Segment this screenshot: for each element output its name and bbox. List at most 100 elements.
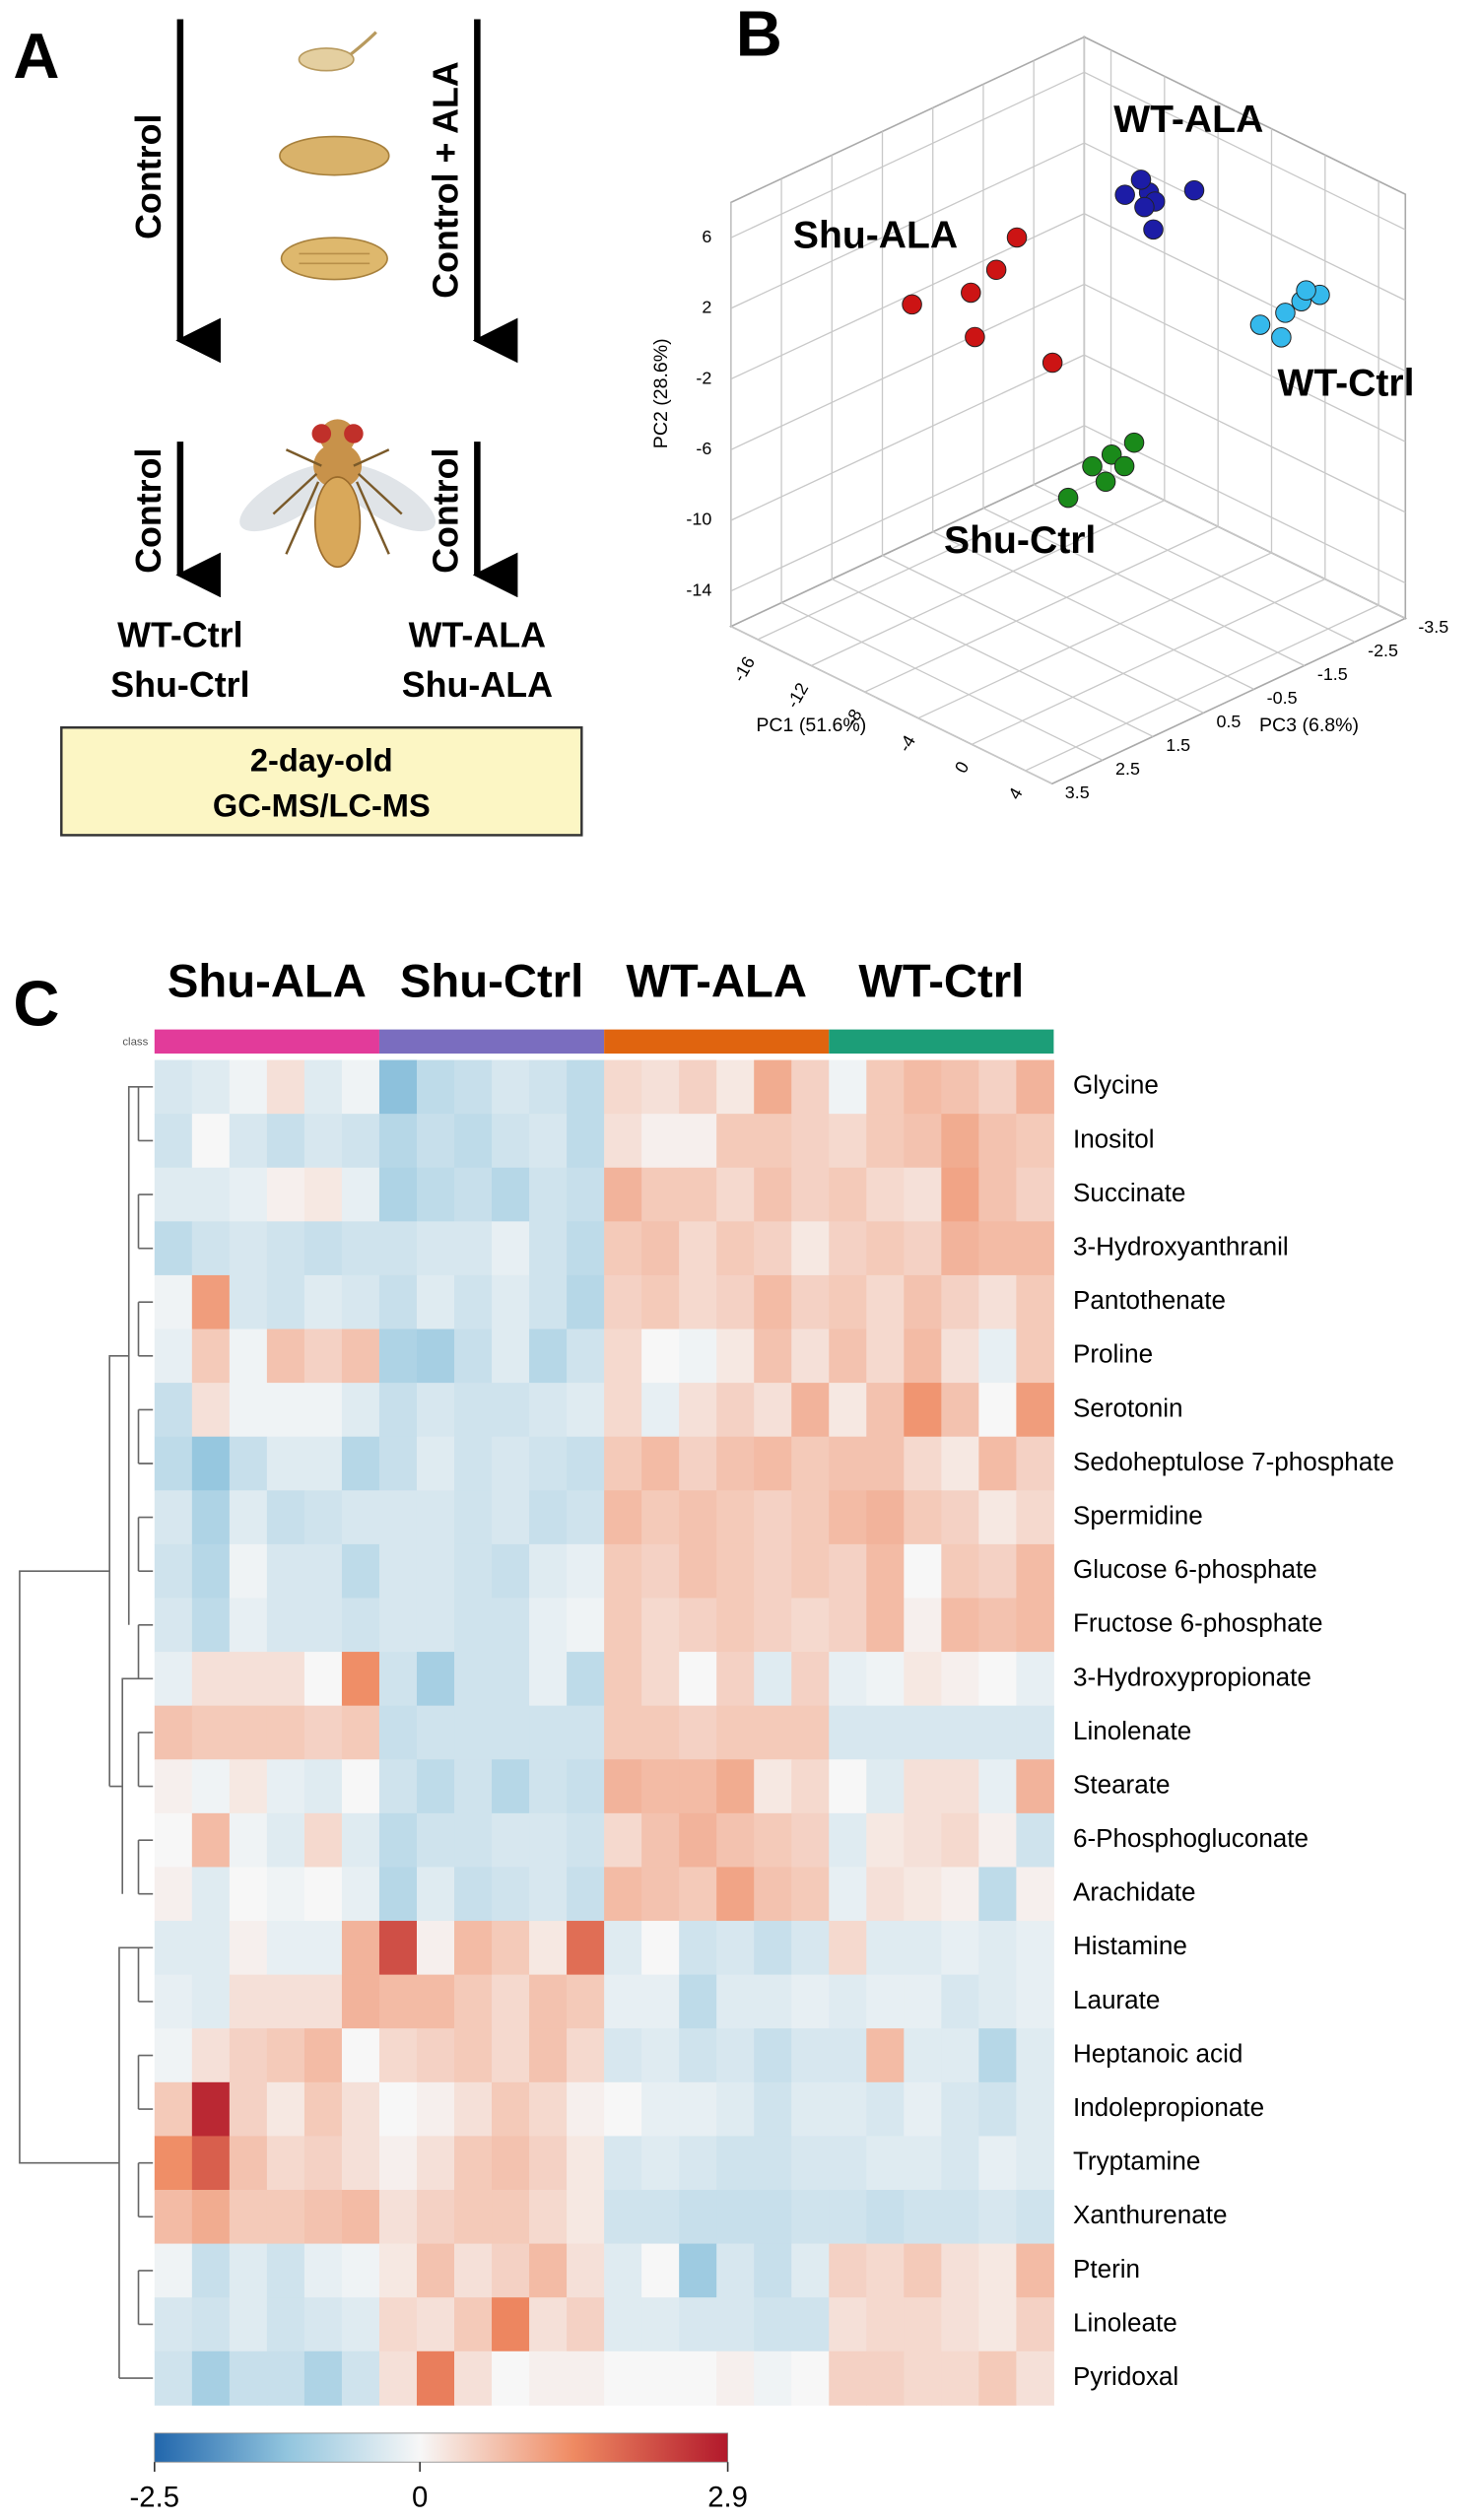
heatmap-cell [492,1652,530,1707]
heatmap-cell [866,1759,905,1814]
heatmap-cell [341,1598,380,1653]
x-axis-title: PC1 (51.6%) [756,715,866,736]
heatmap-cell [341,1867,380,1922]
heatmap-cell [604,2028,642,2083]
heatmap-cell [641,1598,680,1653]
heatmap-cell [229,1598,268,1653]
heatmap-cell [829,1490,867,1545]
heatmap-cell [229,2243,268,2298]
heatmap-cell [341,2081,380,2137]
heatmap-cell [978,2297,1017,2352]
heatmap-cell [1016,1921,1054,1976]
heatmap-cell [567,1436,605,1491]
heatmap-cell [941,2297,979,2352]
heatmap-cell [679,1974,717,2029]
heatmap-cell [641,1867,680,1922]
heatmap-cell [754,1543,792,1599]
heatmap-cell [904,2243,942,2298]
heatmap-cell [303,2081,343,2137]
row-label: Histamine [1073,1931,1187,1960]
heatmap-cell [716,1705,755,1760]
heatmap-cell [378,1921,418,1976]
y-tick-label: -2 [696,368,711,387]
heatmap-cell [378,1114,418,1169]
heatmap-cell [829,1812,867,1868]
heatmap-cell [529,1221,568,1276]
heatmap-cell [492,1490,530,1545]
panel-label: A [13,20,59,92]
heatmap-cell [641,1167,680,1222]
heatmap-cell [303,2350,343,2406]
x-tick-label: -8 [840,706,865,729]
heatmap-cell [791,1383,830,1438]
heatmap-cell [567,1812,605,1868]
heatmap-cell [529,1652,568,1707]
heatmap-cell [416,1167,455,1222]
data-point [1130,170,1152,190]
heatmap-cell [1016,1328,1054,1384]
charts: -16 -12 -8 -4 0 4 -14 -10 -6 -2 2 6 -3.5 -2.5 -1.5 -0.5… [19,35,1448,2513]
heatmap-cell [567,1921,605,1976]
heatmap-cell [341,1383,380,1438]
heatmap-cell [229,2350,268,2406]
heatmap-cell [866,1598,905,1653]
heatmap-cell [303,1436,343,1491]
heatmap-cell [154,2350,193,2406]
heatmap-cell [416,2243,455,2298]
heatmap-cell [492,2190,530,2245]
heatmap-cell [229,1383,268,1438]
grid-line [882,555,1204,714]
heatmap-cell [266,1867,305,1922]
heatmap-cell [266,2297,305,2352]
grid-line [1084,213,1406,373]
fly-icon [239,419,436,569]
heatmap-cell [416,1436,455,1491]
heatmap-cell [229,1490,268,1545]
heatmap-cell [1016,2350,1054,2406]
z-tick-label: 1.5 [1166,735,1190,755]
heatmap-cell [303,2243,343,2298]
heatmap-cell [978,1867,1017,1922]
group-label: WT-Ctrl [117,615,242,654]
heatmap-cell [416,1812,455,1868]
heatmap-cell [229,2136,268,2191]
data-point [1082,455,1103,477]
heatmap-cell [266,2028,305,2083]
heatmap-cell [941,1383,979,1438]
heatmap-cell [492,2350,530,2406]
heatmap-cell [567,2297,605,2352]
heatmap-cell [378,1490,418,1545]
grid-line [811,500,1166,667]
heatmap-cell [791,1490,830,1545]
heatmap-cell [791,2028,830,2083]
heatmap-cell [154,1114,193,1169]
heatmap-cell [378,1543,418,1599]
heatmap-cell [529,2081,568,2137]
heatmap-cell [941,1436,979,1491]
heatmap-cell [1016,1812,1054,1868]
heatmap-cell [229,1436,268,1491]
heatmap-cell [567,2190,605,2245]
heatmap-cell [904,2297,942,2352]
heatmap-cell [341,2190,380,2245]
heatmap-cell [529,1921,568,1976]
heatmap-cell [492,1328,530,1384]
heatmap-cell [492,1221,530,1276]
heatmap-cell [154,1059,193,1115]
grid-line [1084,283,1406,443]
heatmap-cell [604,1759,642,1814]
heatmap-cell [754,1274,792,1330]
heatmap-cell [567,1274,605,1330]
heatmap-cell [454,2297,493,2352]
heatmap-cell [754,1652,792,1707]
heatmap-cell [604,2081,642,2137]
panel-label: C [13,968,59,1040]
heatmap-cell [454,2350,493,2406]
heatmap-cell [941,1867,979,1922]
heatmap-cell [416,2350,455,2406]
heatmap-cell [829,2243,867,2298]
heatmap-cell [978,2243,1017,2298]
heatmap-cell [791,2081,830,2137]
heatmap-cell [904,1167,942,1222]
heatmap-cell [341,1705,380,1760]
